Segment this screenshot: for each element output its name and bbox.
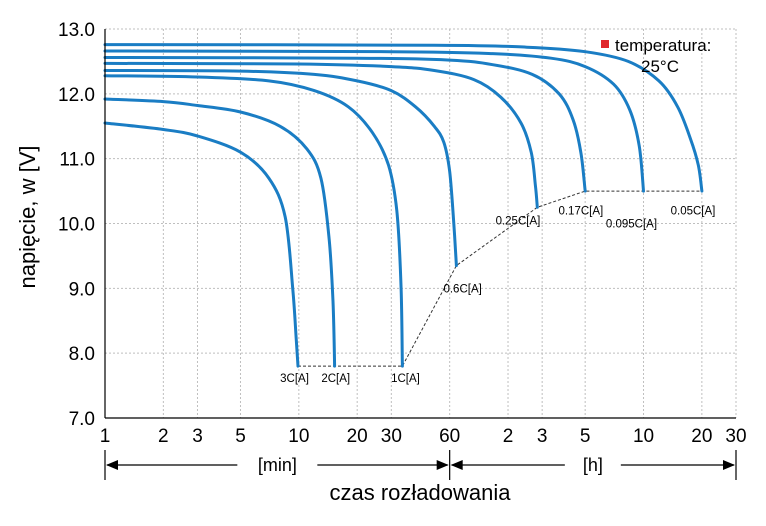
legend-line2: 25°C — [641, 57, 679, 76]
axes — [104, 29, 736, 419]
x-tick-label: 5 — [580, 426, 591, 447]
y-tick-label: 8.0 — [69, 344, 95, 365]
curve-label: 0.6C[A] — [443, 283, 481, 295]
x-tick-label: 20 — [347, 426, 368, 447]
curve-label: 0.095C[A] — [606, 219, 657, 231]
x-tick-label: 2 — [503, 426, 514, 447]
range-arrow-head — [450, 460, 463, 470]
range-arrow-head — [723, 460, 735, 470]
x-tick-label: 30 — [725, 426, 746, 447]
curve-2c-a — [103, 97, 337, 368]
end-voltage-polyline — [298, 190, 702, 367]
x-tick-label: 20 — [691, 426, 712, 447]
legend: temperatura: 25°C — [601, 36, 711, 76]
x-axis-title: czas rozładowania — [330, 480, 512, 505]
end-voltage-line — [298, 190, 702, 367]
x-tick-label: 1 — [100, 426, 111, 447]
curve-0-05c-a — [103, 43, 704, 193]
range-label: [min] — [258, 455, 297, 475]
curve-0-6c-a — [103, 69, 458, 268]
x-tick-label: 30 — [381, 426, 402, 447]
y-tick-label: 10.0 — [58, 215, 95, 236]
curve-0-095c-a — [103, 49, 645, 193]
curve-3c-a — [103, 121, 300, 368]
curve-label: 2C[A] — [321, 373, 350, 385]
range-arrow-head — [106, 460, 118, 470]
y-tick-label: 9.0 — [69, 279, 95, 300]
curve-0-17c-a — [103, 56, 587, 193]
y-tick-label: 12.0 — [58, 85, 95, 106]
x-tick-labels: 1 2 3 5 10 20 30 60 2 3 5 10 20 30 — [100, 426, 747, 447]
curve-label: 3C[A] — [280, 373, 309, 385]
range-arrow-head — [436, 460, 449, 470]
curve-label: 1C[A] — [391, 373, 420, 385]
curve-label: 0.17C[A] — [558, 206, 603, 218]
discharge-curves — [103, 43, 704, 368]
y-tick-label: 13.0 — [58, 20, 95, 41]
time-ranges: [min] [h] — [104, 450, 737, 480]
curve-1c-a — [103, 74, 404, 368]
x-tick-label: 3 — [192, 426, 203, 447]
curve-label: 0.05C[A] — [671, 206, 716, 218]
x-tick-label: 5 — [235, 426, 246, 447]
range-label: [h] — [583, 455, 603, 475]
legend-line1: temperatura: — [615, 36, 711, 55]
x-tick-label: 10 — [633, 426, 654, 447]
y-tick-labels: 7.0 8.0 9.0 10.0 11.0 12.0 13.0 — [58, 20, 95, 430]
x-tick-label: 3 — [537, 426, 548, 447]
legend-marker — [601, 40, 609, 48]
y-axis-title: napięcie, w [V] — [15, 145, 40, 288]
curve-0-25c-a — [103, 61, 539, 209]
x-tick-label: 10 — [288, 426, 309, 447]
x-tick-label: 60 — [439, 426, 460, 447]
curve-labels: 3C[A] 2C[A] 1C[A]0.6C[A]0.25C[A]0.17C[A]0.… — [280, 206, 715, 385]
y-tick-label: 11.0 — [59, 150, 95, 171]
y-tick-label: 7.0 — [69, 409, 95, 430]
curve-label: 0.25C[A] — [496, 215, 541, 227]
x-tick-label: 2 — [158, 426, 169, 447]
